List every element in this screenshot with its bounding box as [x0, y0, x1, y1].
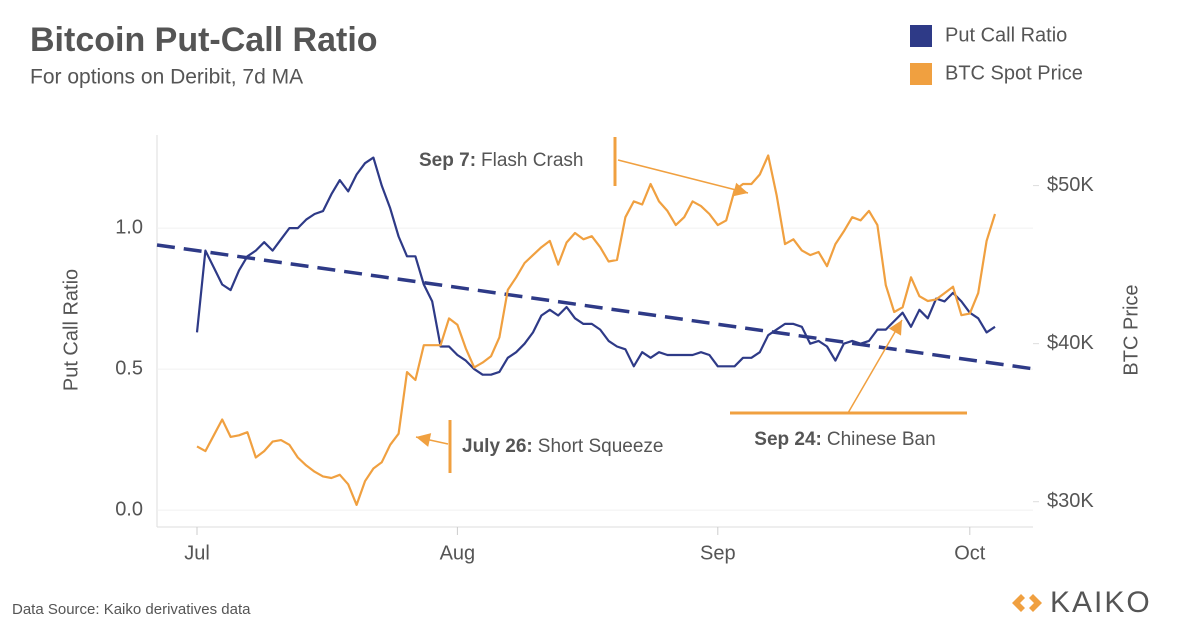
y-tick-label: 0.5 — [115, 357, 143, 379]
y-tick-label: 0.0 — [115, 498, 143, 520]
source: Data Source: Kaiko derivatives data — [12, 601, 251, 618]
legend-label: Put Call Ratio — [945, 24, 1067, 46]
x-tick-label: Oct — [954, 542, 986, 564]
y2-axis-label: BTC Price — [1120, 284, 1142, 375]
annotation-date: Sep 7: — [419, 150, 476, 171]
annotation-arrow — [847, 319, 903, 414]
annotation-text: Flash Crash — [481, 150, 583, 171]
annotation: Sep 24: Chinese Ban — [754, 429, 935, 450]
x-tick-label: Aug — [440, 542, 476, 564]
annotation-date: Sep 24: — [754, 429, 822, 450]
x-tick-label: Sep — [700, 542, 736, 564]
annotation-text: Chinese Ban — [827, 429, 936, 450]
legend-swatch — [910, 25, 932, 47]
x-tick-label: Jul — [184, 542, 210, 564]
series-line — [196, 154, 997, 506]
series-line — [195, 156, 996, 376]
y2-tick-label: $40K — [1047, 332, 1094, 354]
annotation: July 26: Short Squeeze — [462, 436, 663, 457]
y-tick-label: 1.0 — [115, 216, 143, 238]
logo-text: KAIKO — [1050, 586, 1152, 619]
trend-line — [156, 243, 1034, 371]
annotation-arrowhead — [732, 182, 748, 197]
logo-icon — [1012, 594, 1042, 612]
annotation-arrowhead — [416, 433, 432, 447]
chart-subtitle: For options on Deribit, 7d MA — [30, 66, 303, 89]
annotation-date: July 26: — [462, 436, 533, 457]
annotation: Sep 7: Flash Crash — [419, 150, 583, 171]
legend-swatch — [910, 63, 932, 85]
annotation-arrowhead — [888, 320, 902, 336]
y2-tick-label: $30K — [1047, 490, 1094, 512]
legend-label: BTC Spot Price — [945, 62, 1083, 84]
y2-tick-label: $50K — [1047, 174, 1094, 196]
chart-title: Bitcoin Put-Call Ratio — [30, 21, 378, 59]
annotation-text: Short Squeeze — [538, 436, 664, 457]
y-axis-label: Put Call Ratio — [60, 269, 82, 391]
annotation-arrow — [617, 159, 749, 194]
